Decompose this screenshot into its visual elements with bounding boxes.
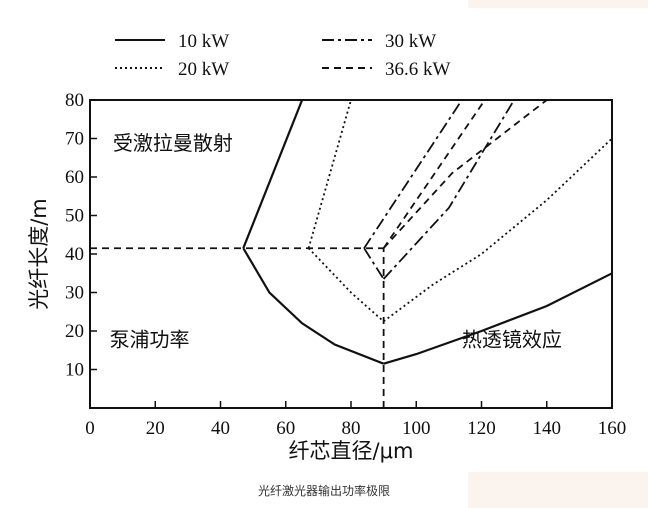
y-tick-label: 60 <box>65 167 84 188</box>
x-tick-label: 160 <box>598 418 627 439</box>
x-tick-label: 0 <box>85 418 95 439</box>
axis-ticks: 0 20 40 60 80 100 120 140 160 10 20 30 40 50 60 70 80 <box>65 90 626 439</box>
series-layer <box>90 99 613 408</box>
corner-shade <box>468 0 648 8</box>
y-tick-label: 10 <box>65 360 84 381</box>
series-line-thermal <box>382 99 515 280</box>
corner-shade <box>468 472 648 508</box>
region-label: 泵浦功率 <box>110 327 190 351</box>
x-tick-label: 80 <box>342 418 361 439</box>
figure-caption: 光纤激光器输出功率极限 <box>257 484 390 498</box>
y-tick-label: 20 <box>65 321 84 342</box>
x-axis-title: 纤芯直径/μm <box>289 439 414 463</box>
series-line-srs <box>307 99 352 249</box>
y-axis-title: 光纤长度/m <box>27 198 51 310</box>
legend-label: 10 kW <box>178 31 229 52</box>
series-line-thermal <box>383 272 613 365</box>
series-line-srs <box>242 99 304 249</box>
region-label: 热透镜效应 <box>462 327 562 351</box>
legend-label: 20 kW <box>178 59 229 80</box>
series-line-srs <box>382 99 486 249</box>
y-tick-label: 40 <box>65 244 84 265</box>
y-tick-label: 80 <box>65 90 84 111</box>
legend-label: 36.6 kW <box>385 59 451 80</box>
x-tick-label: 100 <box>402 418 431 439</box>
x-tick-label: 120 <box>467 418 496 439</box>
x-tick-label: 60 <box>276 418 295 439</box>
series-line-thermal <box>383 137 613 323</box>
legend-label: 30 kW <box>385 31 436 52</box>
x-tick-label: 40 <box>211 418 230 439</box>
region-label: 受激拉曼散射 <box>113 131 233 155</box>
x-tick-label: 140 <box>533 418 562 439</box>
y-tick-label: 70 <box>65 129 84 150</box>
series-line-pump <box>363 247 385 280</box>
series-line-srs <box>363 99 463 249</box>
x-tick-label: 20 <box>146 418 165 439</box>
series-line-thermal <box>382 99 548 249</box>
y-tick-label: 50 <box>65 206 84 227</box>
y-tick-label: 30 <box>65 283 84 304</box>
series-line-pump <box>307 247 385 323</box>
legend: 10 kW 20 kW 30 kW 36.6 kW <box>115 31 451 80</box>
series-line-pump <box>242 247 385 365</box>
